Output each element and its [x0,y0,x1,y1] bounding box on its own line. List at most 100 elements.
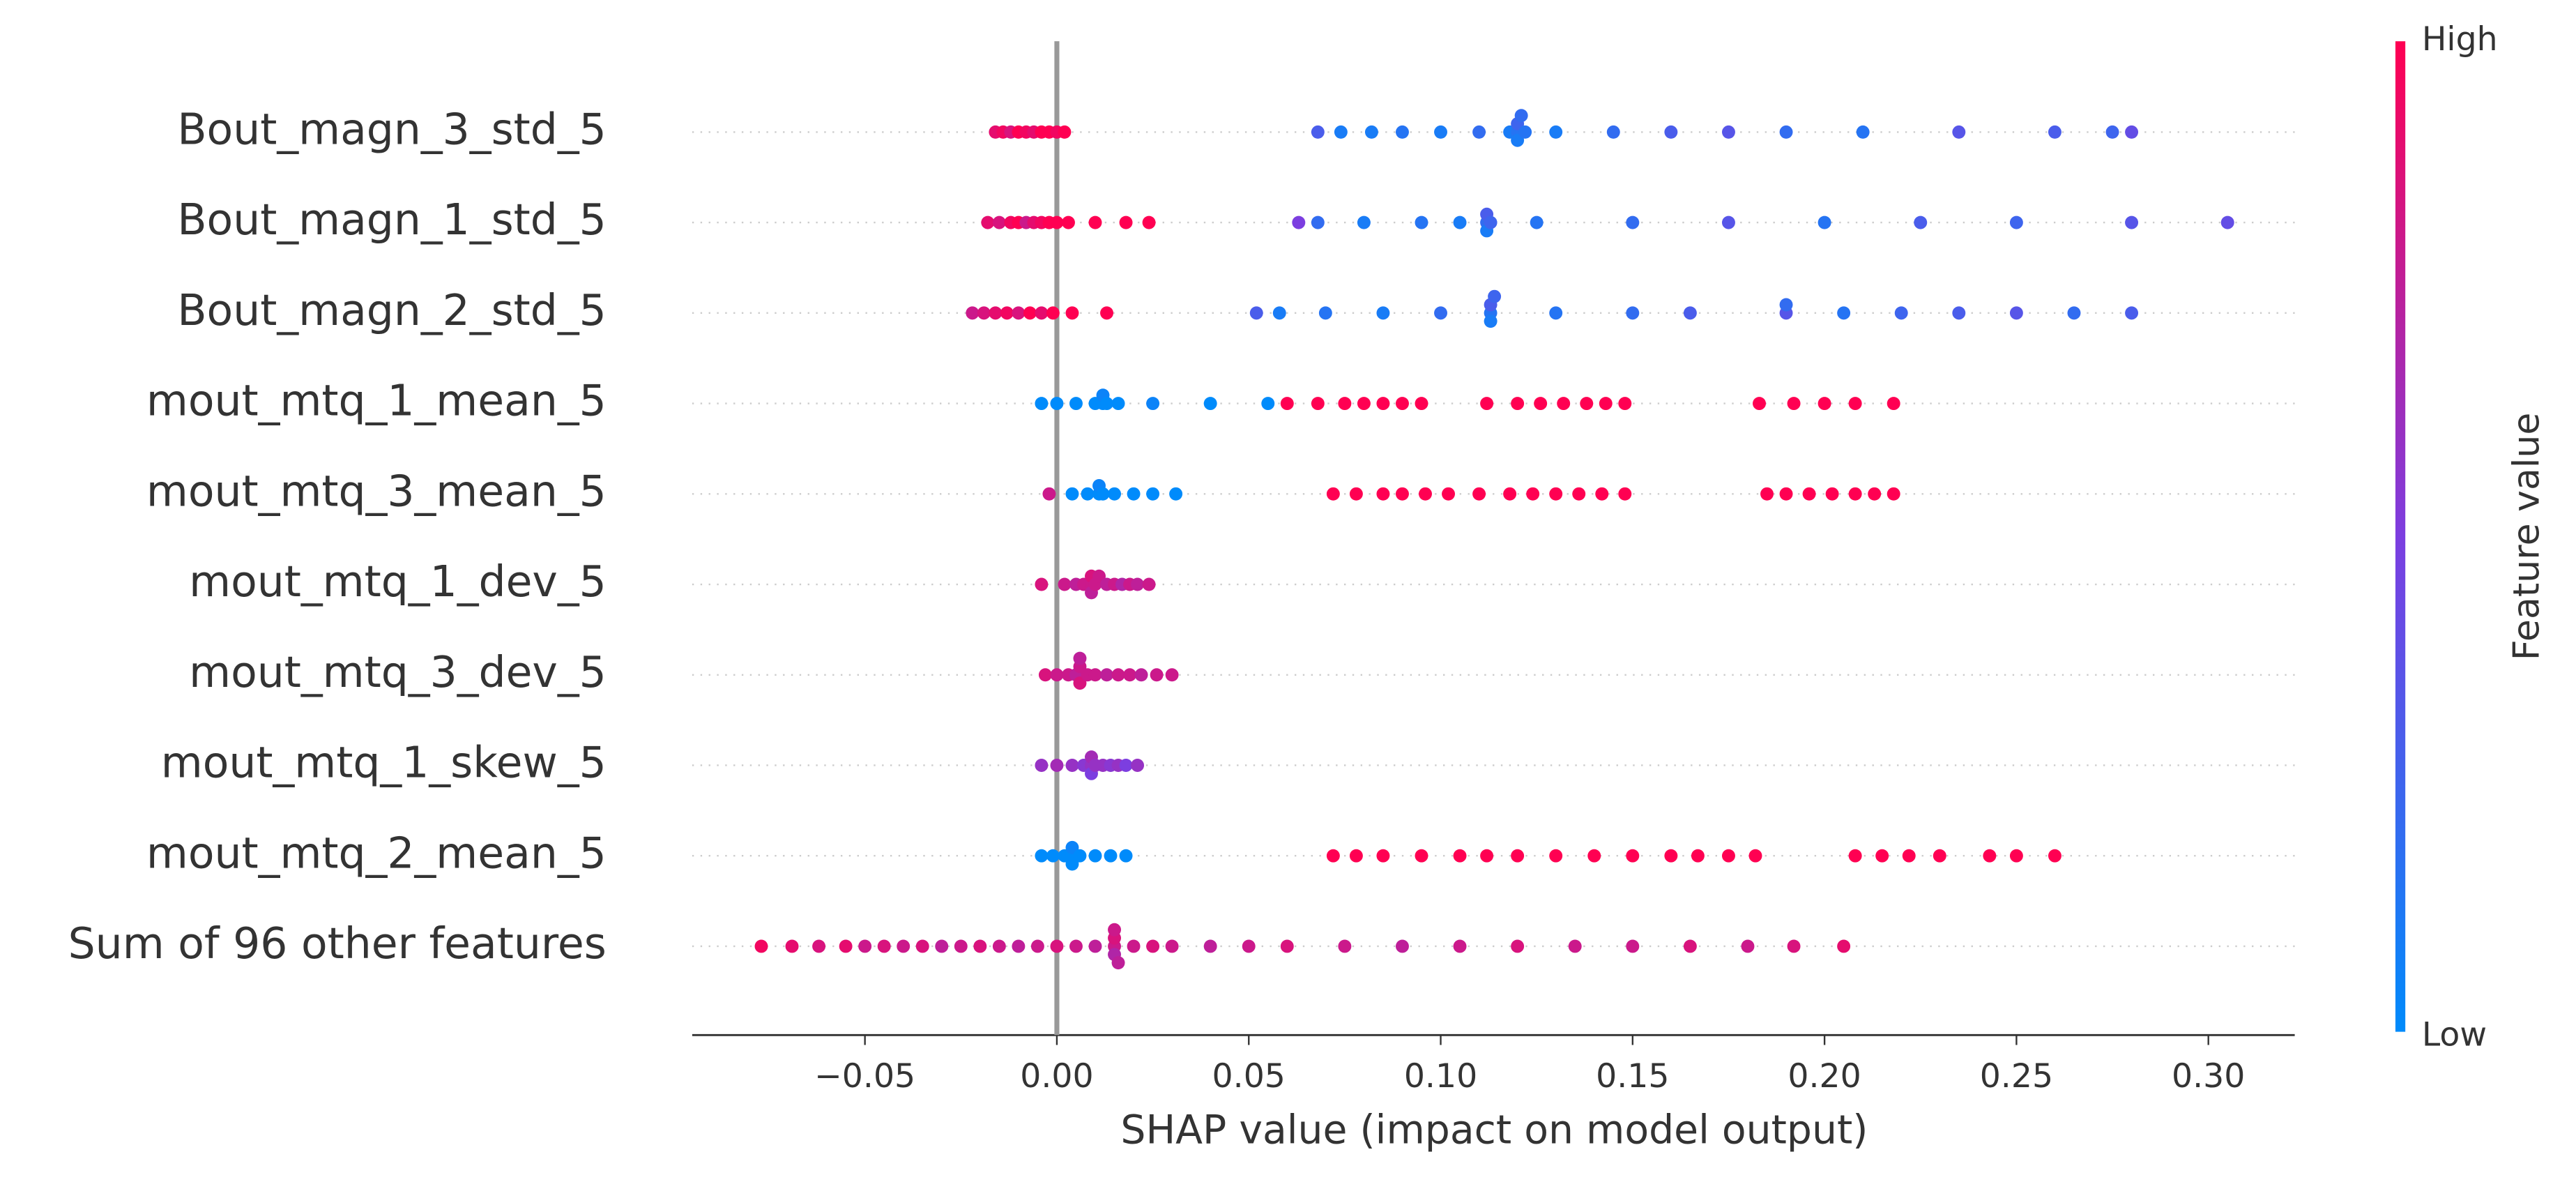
shap-dot [1626,939,1640,953]
shap-dot [1526,487,1540,501]
shap-dot [977,306,991,320]
shap-dot [966,306,980,320]
shap-dot [1511,133,1525,147]
shap-dot [1012,939,1026,953]
shap-dot [1146,939,1160,953]
feature-label: mout_mtq_1_skew_5 [161,738,607,788]
x-tick-label: 0.10 [1404,1057,1477,1096]
feature-label: mout_mtq_3_dev_5 [189,647,607,697]
shap-dot [1311,125,1325,139]
shap-dot [1484,315,1497,328]
shap-dot [1050,668,1064,682]
shap-dot [1887,397,1900,411]
shap-dot [1664,125,1678,139]
shap-dot [1131,577,1145,591]
shap-dot [1618,397,1632,411]
shap-dot [2009,306,2023,320]
shap-dot [1549,487,1563,501]
shap-dot [1311,397,1325,411]
shap-dot [1357,397,1371,411]
shap-dot [1088,939,1102,953]
shap-dot [1721,849,1735,863]
shap-dot [754,939,768,953]
shap-dot [1280,397,1294,411]
shap-dot [1096,487,1110,501]
shap-dot [1580,397,1594,411]
shap-dot [1035,849,1049,863]
shap-dot [1046,849,1060,863]
shap-dot [1108,487,1122,501]
shap-dot [935,939,949,953]
shap-dot [1035,397,1049,411]
x-tick-label: 0.25 [1980,1057,2053,1096]
shap-dot [1150,668,1164,682]
shap-dot [954,939,968,953]
shap-dot [1595,487,1609,501]
feature-label: Sum of 96 other features [68,918,607,969]
shap-dot [1572,487,1586,501]
shap-dot [1111,668,1125,682]
shap-dot [1691,849,1705,863]
shap-dot [1549,125,1563,139]
shap-dot [1203,397,1217,411]
shap-dot [1887,487,1900,501]
shap-dot [989,306,1003,320]
shap-dot [1146,487,1160,501]
feature-label: mout_mtq_2_mean_5 [146,828,607,878]
shap-dot [1376,849,1390,863]
shap-dot [1549,849,1563,863]
shap-dot [1364,125,1378,139]
shap-dot [1050,759,1064,772]
shap-dot [1023,306,1037,320]
shap-dot [1472,487,1486,501]
x-tick-label: 0.30 [2172,1057,2245,1096]
shap-dot [1104,849,1118,863]
colorbar-title: Feature value [2506,413,2548,661]
shap-dot [1349,487,1363,501]
shap-dot [1326,849,1340,863]
shap-dot [1748,849,1762,863]
shap-dot [1511,939,1525,953]
shap-dot [1376,487,1390,501]
shap-dot [1326,487,1340,501]
shap-dot [1837,939,1851,953]
shap-dot [1802,487,1816,501]
shap-dot [1480,397,1494,411]
shap-dot [1100,397,1113,411]
colorbar-high-label: High [2422,20,2498,59]
shap-dot [1165,939,1179,953]
shap-dot [1683,306,1697,320]
shap-dot [1042,487,1056,501]
shap-dot [1753,397,1766,411]
shap-dot [1357,215,1371,229]
shap-dot [1012,306,1026,320]
shap-dot [1242,939,1256,953]
shap-dot [1073,676,1087,690]
shap-dot [1203,939,1217,953]
shap-dot [1119,759,1133,772]
feature-label: Bout_magn_3_std_5 [177,104,606,154]
shap-dot [1338,939,1352,953]
shap-dot [1395,939,1409,953]
shap-dot [1787,397,1801,411]
shap-dot [1081,487,1095,501]
shap-dot [1683,939,1697,953]
shap-dot [1472,125,1486,139]
shap-dot [1108,923,1122,937]
shap-dot [1453,849,1467,863]
shap-dot [1530,215,1544,229]
shap-dot [992,939,1006,953]
shap-dot [1349,849,1363,863]
shap-dot [981,215,995,229]
shap-dot [1484,215,1497,229]
shap-dot [1848,849,1862,863]
shap-dot [1131,759,1145,772]
shap-dot [1065,759,1079,772]
shap-dot [1914,215,1928,229]
shap-dot [1848,397,1862,411]
shap-dot [1065,487,1079,501]
shap-dot [1100,306,1113,320]
shap-dot [1664,849,1678,863]
shap-dot [1606,125,1620,139]
shap-dot [1123,668,1137,682]
